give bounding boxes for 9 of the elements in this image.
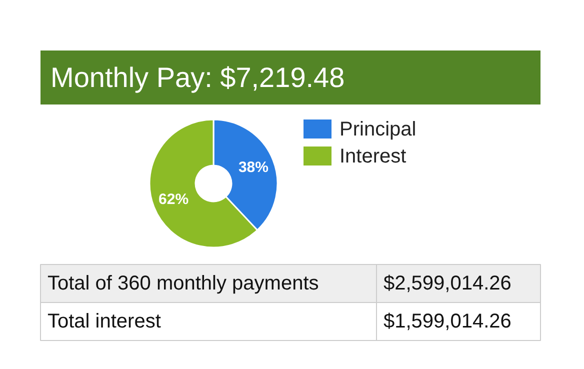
text: $1,599,014.26 [384,310,512,332]
text: Total interest [48,310,162,332]
text: $2,599,014.26 [384,272,512,294]
data-label: 62% [158,190,189,208]
chart-title: Monthly Pay: $7,219.48 [50,62,345,93]
legend-label: Principal [340,118,416,140]
legend-label: Interest [340,146,407,168]
data-label: 38% [238,159,268,176]
text: Total of 360 monthly payments [48,272,319,294]
